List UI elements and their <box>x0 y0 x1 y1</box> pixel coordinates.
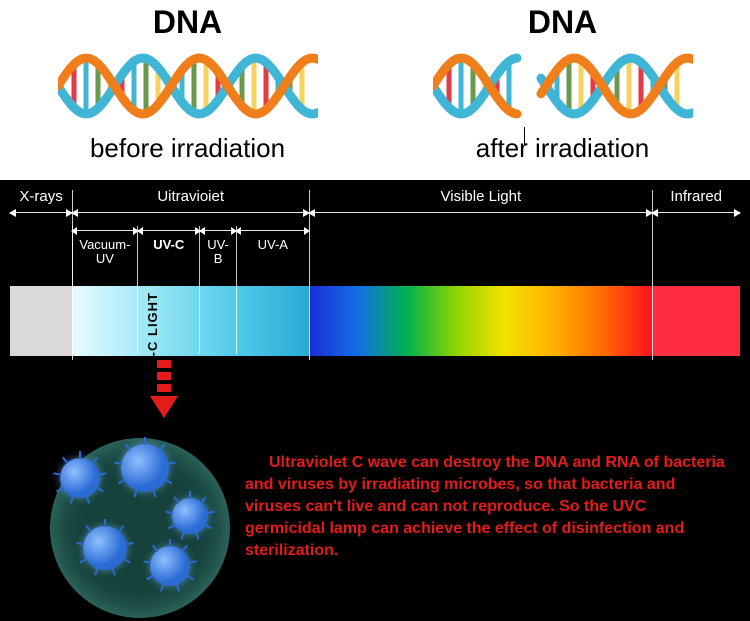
subcategory-label: Vacuum- UV <box>72 238 138 266</box>
spectrum-category-row: X-rays Uitravioiet Visible Light Infrared <box>0 188 750 216</box>
virus-icon <box>83 526 127 570</box>
spectrum-subcategory-row: Vacuum- UVUV-CUV- BUV-A <box>0 238 750 280</box>
spectrum-bar <box>10 286 740 356</box>
dna-helix-before <box>58 41 318 131</box>
dna-sub-right: after irradiation <box>476 133 649 164</box>
uvc-arrow-icon <box>154 360 174 418</box>
category-label: Uitravioiet <box>131 188 251 205</box>
category-label: X-rays <box>0 188 101 205</box>
dna-after-col: DNA after irradiation <box>375 0 750 180</box>
spectrum-panel: X-rays Uitravioiet Visible Light Infrared V… <box>0 180 750 621</box>
subcategory-label: UV-A <box>236 238 309 252</box>
spectrum-segment <box>72 286 309 356</box>
microbe-circle <box>50 438 230 618</box>
dna-sub-left: before irradiation <box>90 133 285 164</box>
subcategory-label: UV- B <box>200 238 237 266</box>
subcategory-label: UV-C <box>138 238 200 252</box>
dna-panel: DNA before irradiation DNA after irradia… <box>0 0 750 180</box>
dna-helix-after <box>433 41 693 131</box>
dna-icon <box>58 41 318 131</box>
spectrum-segment <box>309 286 652 356</box>
category-label: Visible Light <box>421 188 541 205</box>
dna-break-indicator <box>524 127 525 145</box>
spectrum-segment <box>652 286 740 356</box>
virus-icon <box>121 444 169 492</box>
dna-icon <box>433 41 693 131</box>
description-text: Ultraviolet C wave can destroy the DNA a… <box>245 452 730 562</box>
dna-title-left: DNA <box>153 4 222 41</box>
spectrum-segment <box>10 286 72 356</box>
dna-title-right: DNA <box>528 4 597 41</box>
category-label: Infrared <box>636 188 750 205</box>
dna-before-col: DNA before irradiation <box>0 0 375 180</box>
